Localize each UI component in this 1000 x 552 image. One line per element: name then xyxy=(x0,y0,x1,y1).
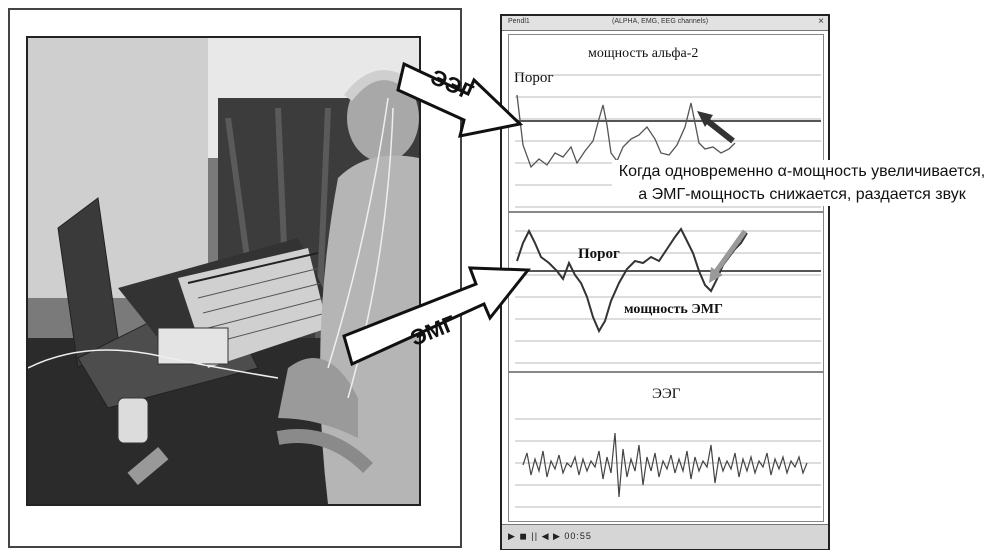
emg-pointer-arrow xyxy=(712,229,748,275)
eeg-raw-panel xyxy=(508,372,824,522)
eeg-raw-gridlines xyxy=(515,418,821,508)
emg-gridlines xyxy=(515,230,821,364)
close-icon[interactable]: × xyxy=(818,16,824,27)
emg-threshold-label: Порог xyxy=(578,246,620,262)
emg-pointer-arrowhead xyxy=(709,267,723,283)
callout-line-2: а ЭМГ-мощность снижается, раздается звук xyxy=(638,186,966,203)
eeg-raw-plot xyxy=(515,418,821,508)
titlebar-left-text: Pendl1 xyxy=(508,18,530,25)
emg-big-arrow xyxy=(342,266,532,367)
eeg-raw-title: ЭЭГ xyxy=(652,386,681,402)
eeg-alpha-title: мощность альфа-2 xyxy=(588,46,699,61)
photo-illustration xyxy=(28,38,419,504)
eeg-alpha-pointer-arrowhead xyxy=(697,111,713,127)
titlebar-center-text: (ALPHA, EMG, EEG channels) xyxy=(612,18,709,25)
screen-statusbar: ▶ ◼ || ◀ ▶ 00:55 xyxy=(502,524,828,549)
emg-trace xyxy=(516,227,748,334)
eeg-alpha-trace xyxy=(516,94,736,169)
session-photo xyxy=(26,36,421,506)
playback-controls[interactable]: ▶ ◼ || ◀ ▶ 00:55 xyxy=(508,531,592,541)
explanation-callout: Когда одновременно α-мощность увеличивае… xyxy=(612,160,992,206)
screen-titlebar: Pendl1 (ALPHA, EMG, EEG channels) × xyxy=(502,16,828,31)
emg-plot xyxy=(515,227,821,364)
emg-power-label: мощность ЭМГ xyxy=(624,302,723,317)
eeg-alpha-pointer-arrow xyxy=(703,116,735,144)
callout-line-1: Когда одновременно α-мощность увеличивае… xyxy=(618,163,986,180)
eeg-raw-trace xyxy=(522,432,808,498)
eeg-threshold-label: Порог xyxy=(514,70,554,86)
emg-panel xyxy=(508,212,824,372)
eeg-big-arrow xyxy=(396,61,524,138)
